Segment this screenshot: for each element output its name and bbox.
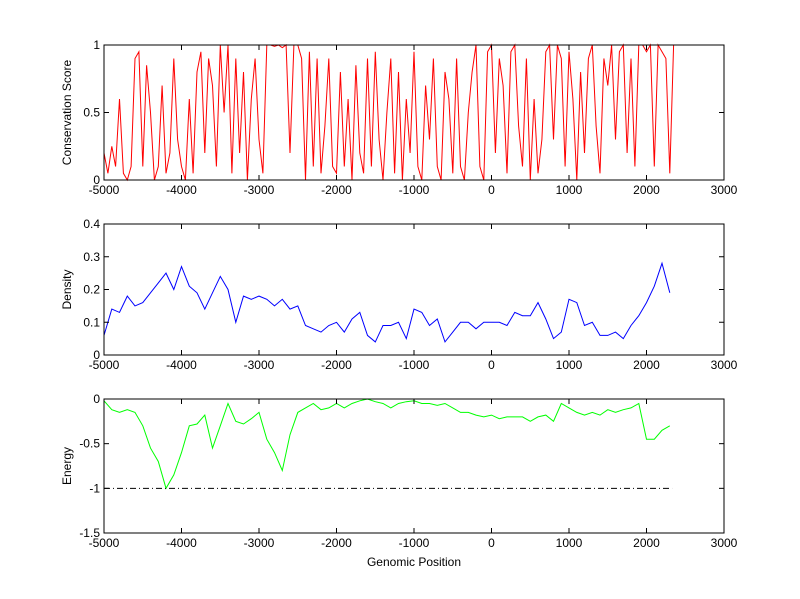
y-axis-label: Density: [60, 269, 74, 309]
x-tick-label: -2000: [321, 183, 352, 197]
x-tick-label: -3000: [244, 358, 275, 372]
series-line: [103, 398, 671, 490]
subplot-1: -5000 -4000 -3000 -2000 -1000 0 1000 2000 3000 0 0…: [60, 38, 738, 197]
x-tick-label: 2000: [633, 536, 660, 550]
x-tick-label: 1000: [556, 536, 583, 550]
subplot-3: -5000 -4000 -3000 -2000 -1000 0 1000 2000 3000 -1…: [60, 392, 738, 569]
x-tick-label: -1000: [399, 358, 430, 372]
y-tick-label: -0.5: [79, 437, 100, 451]
x-tick-label: 1000: [556, 183, 583, 197]
y-tick-label: 0.2: [83, 283, 100, 297]
x-axis-label: Genomic Position: [367, 555, 461, 569]
x-tick-label: 3000: [711, 358, 738, 372]
x-tick-label: 0: [488, 358, 495, 372]
x-tick-label: -4000: [166, 183, 197, 197]
y-axis-label: Conservation Score: [60, 59, 74, 165]
x-tick-label: -3000: [244, 536, 275, 550]
x-tick-label: 1000: [556, 358, 583, 372]
x-tick-label: -1000: [399, 183, 430, 197]
y-tick-label: 0: [93, 392, 100, 406]
x-tick-label: -1000: [399, 536, 430, 550]
x-tick-label: 2000: [633, 358, 660, 372]
axes-box: [103, 223, 725, 356]
y-tick-label: 0.4: [83, 217, 100, 231]
y-tick-label: -1: [89, 481, 100, 495]
y-tick-label: -1.5: [79, 526, 100, 540]
x-tick-label: 3000: [711, 183, 738, 197]
y-tick-label: 0.1: [83, 315, 100, 329]
x-tick-label: 0: [488, 183, 495, 197]
x-tick-label: -2000: [321, 536, 352, 550]
y-tick-label: 0.5: [83, 106, 100, 120]
y-tick-label: 0: [93, 173, 100, 187]
x-tick-label: -3000: [244, 183, 275, 197]
x-tick-label: 3000: [711, 536, 738, 550]
x-tick-label: -2000: [321, 358, 352, 372]
x-tick-label: -4000: [166, 358, 197, 372]
y-tick-label: 0: [93, 348, 100, 362]
x-tick-label: 0: [488, 536, 495, 550]
x-tick-label: -5000: [89, 183, 120, 197]
axes-box: [103, 398, 725, 534]
series-line: [103, 43, 675, 182]
subplot-2: -5000 -4000 -3000 -2000 -1000 0 1000 2000 3000 0 0…: [60, 217, 738, 372]
y-tick-label: 1: [93, 38, 100, 52]
x-tick-label: 2000: [633, 183, 660, 197]
x-tick-label: -4000: [166, 536, 197, 550]
y-axis-label: Energy: [60, 447, 74, 485]
x-tick-label: -5000: [89, 358, 120, 372]
series-line: [103, 261, 671, 343]
y-tick-label: 0.3: [83, 250, 100, 264]
x-tick-label: -5000: [89, 536, 120, 550]
